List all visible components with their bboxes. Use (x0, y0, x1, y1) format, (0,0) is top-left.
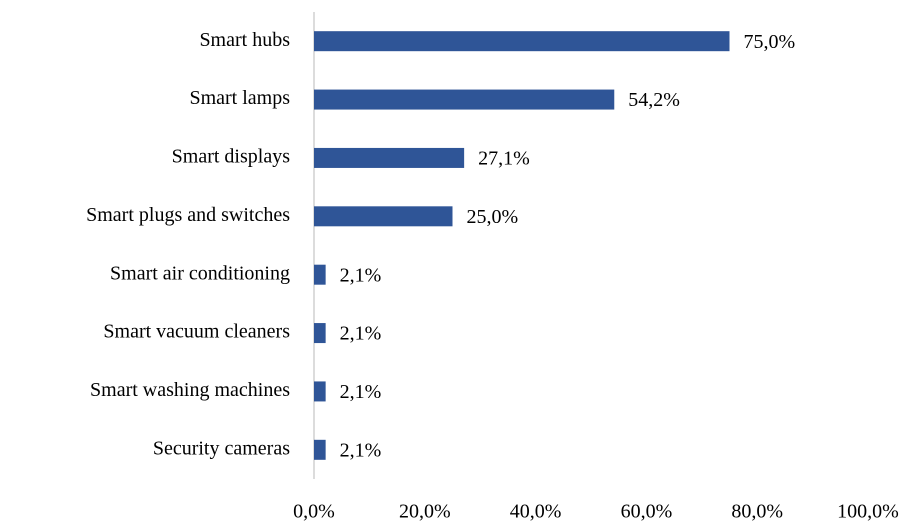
x-tick-label: 100,0% (837, 501, 899, 522)
y-tick-label: Smart displays (172, 146, 291, 168)
bar (314, 264, 326, 285)
x-tick-label: 20,0% (399, 501, 451, 522)
y-tick-label: Smart plugs and switches (86, 204, 290, 226)
x-tick-label: 60,0% (621, 501, 673, 522)
data-label: 2,1% (340, 381, 382, 403)
y-tick-label: Smart washing machines (90, 379, 290, 401)
x-tick-label: 80,0% (731, 501, 783, 522)
data-label: 2,1% (340, 439, 382, 461)
bar (314, 31, 730, 52)
bar (314, 381, 326, 402)
data-label: 75,0% (744, 31, 796, 53)
data-label: 2,1% (340, 264, 382, 286)
data-label: 27,1% (478, 148, 530, 170)
data-label: 25,0% (467, 206, 519, 228)
y-tick-label: Smart hubs (199, 29, 290, 51)
y-tick-label: Smart air conditioning (110, 262, 290, 284)
bar (314, 147, 465, 168)
y-tick-label: Security cameras (153, 437, 290, 459)
bar (314, 323, 326, 344)
x-tick-label: 40,0% (510, 501, 562, 522)
data-label: 54,2% (628, 89, 680, 111)
bar (314, 206, 453, 227)
bar (314, 439, 326, 460)
x-tick-label: 0,0% (293, 501, 335, 522)
data-label: 2,1% (340, 323, 382, 345)
y-tick-label: Smart vacuum cleaners (103, 321, 290, 343)
y-tick-label: Smart lamps (189, 87, 290, 109)
bar (314, 89, 615, 110)
